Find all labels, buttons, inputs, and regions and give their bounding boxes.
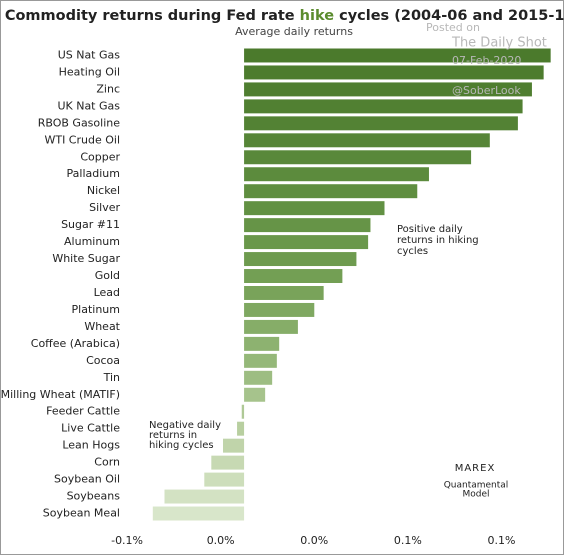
y-tick-label: Soybean Meal: [43, 507, 120, 520]
title-highlight: hike: [300, 8, 335, 24]
y-tick-label: RBOB Gasoline: [38, 116, 121, 129]
y-tick-label: Palladium: [67, 167, 120, 180]
bar: [244, 370, 273, 385]
bar: [244, 82, 532, 97]
bar: [244, 167, 429, 182]
bar: [244, 99, 523, 114]
bar: [244, 218, 371, 233]
bar: [244, 116, 518, 131]
y-tick-label: Milling Wheat (MATIF): [1, 388, 120, 401]
bar: [244, 319, 298, 334]
y-tick-label: Cocoa: [86, 354, 120, 367]
y-tick-label: Gold: [95, 269, 120, 282]
y-tick-label: Platinum: [72, 303, 120, 316]
bar: [244, 48, 551, 63]
y-tick-label: Aluminum: [64, 235, 120, 248]
bar: [211, 455, 245, 470]
subtitle: Average daily returns: [235, 25, 353, 38]
bar: [244, 133, 490, 148]
y-tick-label: Corn: [94, 456, 120, 469]
bar: [223, 438, 245, 453]
y-tick-label: Soybean Oil: [54, 473, 120, 486]
y-tick-label: Lean Hogs: [62, 439, 120, 452]
y-tick-label: UK Nat Gas: [57, 99, 120, 112]
x-tick-label: 0.0%: [300, 534, 328, 547]
y-tick-label: Sugar #11: [61, 218, 120, 231]
x-tick-label: 0.1%: [394, 534, 422, 547]
title-part: cycles (2004-06 and 2015-18): [334, 8, 564, 24]
y-tick-label: Soybeans: [67, 490, 121, 503]
annotation: returns in hiking: [397, 235, 479, 246]
y-tick-label: White Sugar: [52, 252, 120, 265]
annotation: Positive daily: [397, 224, 463, 235]
title-part: Commodity returns during Fed rate: [5, 8, 300, 24]
y-tick-label: WTI Crude Oil: [44, 133, 120, 146]
annotation: hiking cycles: [149, 440, 214, 451]
bar: [237, 421, 245, 436]
bar: [244, 150, 472, 165]
watermark: The Daily Shot: [451, 36, 547, 51]
y-tick-label: US Nat Gas: [58, 48, 121, 61]
y-tick-label: Tin: [103, 371, 120, 384]
watermark: Posted on: [426, 21, 480, 34]
chart-title: Commodity returns during Fed rate hike c…: [5, 8, 564, 24]
y-tick-label: Feeder Cattle: [46, 405, 120, 418]
bar: [244, 353, 277, 368]
y-tick-label: Wheat: [84, 320, 120, 333]
annotation: returns in: [149, 430, 197, 441]
y-tick-label: Heating Oil: [59, 65, 120, 78]
logo: Quantamental: [444, 481, 509, 491]
y-tick-label: Copper: [80, 150, 120, 163]
watermark: 07-Feb-2020: [452, 54, 521, 67]
logo: MAREX: [455, 463, 496, 474]
y-tick-label: Silver: [89, 201, 120, 214]
bar: [244, 286, 324, 300]
bar: [244, 65, 544, 80]
bar: [244, 252, 357, 267]
x-tick-label: 0.0%: [207, 534, 235, 547]
bar: [244, 302, 315, 317]
bar: [164, 489, 245, 504]
logo: Model: [462, 490, 489, 500]
y-tick-label: Live Cattle: [61, 422, 120, 435]
y-tick-label: Lead: [94, 286, 120, 299]
x-tick-label: 0.1%: [488, 534, 516, 547]
bar: [244, 336, 280, 351]
bar: [241, 404, 245, 419]
x-tick-label: -0.1%: [111, 534, 143, 547]
y-tick-label: Zinc: [96, 82, 120, 95]
bar: [244, 387, 266, 402]
bar: [244, 269, 343, 283]
bar: [244, 184, 418, 199]
y-tick-label: Nickel: [87, 184, 120, 197]
bar: [152, 506, 245, 521]
annotation: Negative daily: [149, 420, 221, 431]
bar: [244, 201, 385, 216]
y-tick-label: Coffee (Arabica): [31, 337, 120, 350]
watermark: @SoberLook: [452, 84, 521, 97]
bar: [244, 235, 369, 250]
bar: [204, 472, 245, 487]
annotation: cycles: [397, 246, 428, 257]
